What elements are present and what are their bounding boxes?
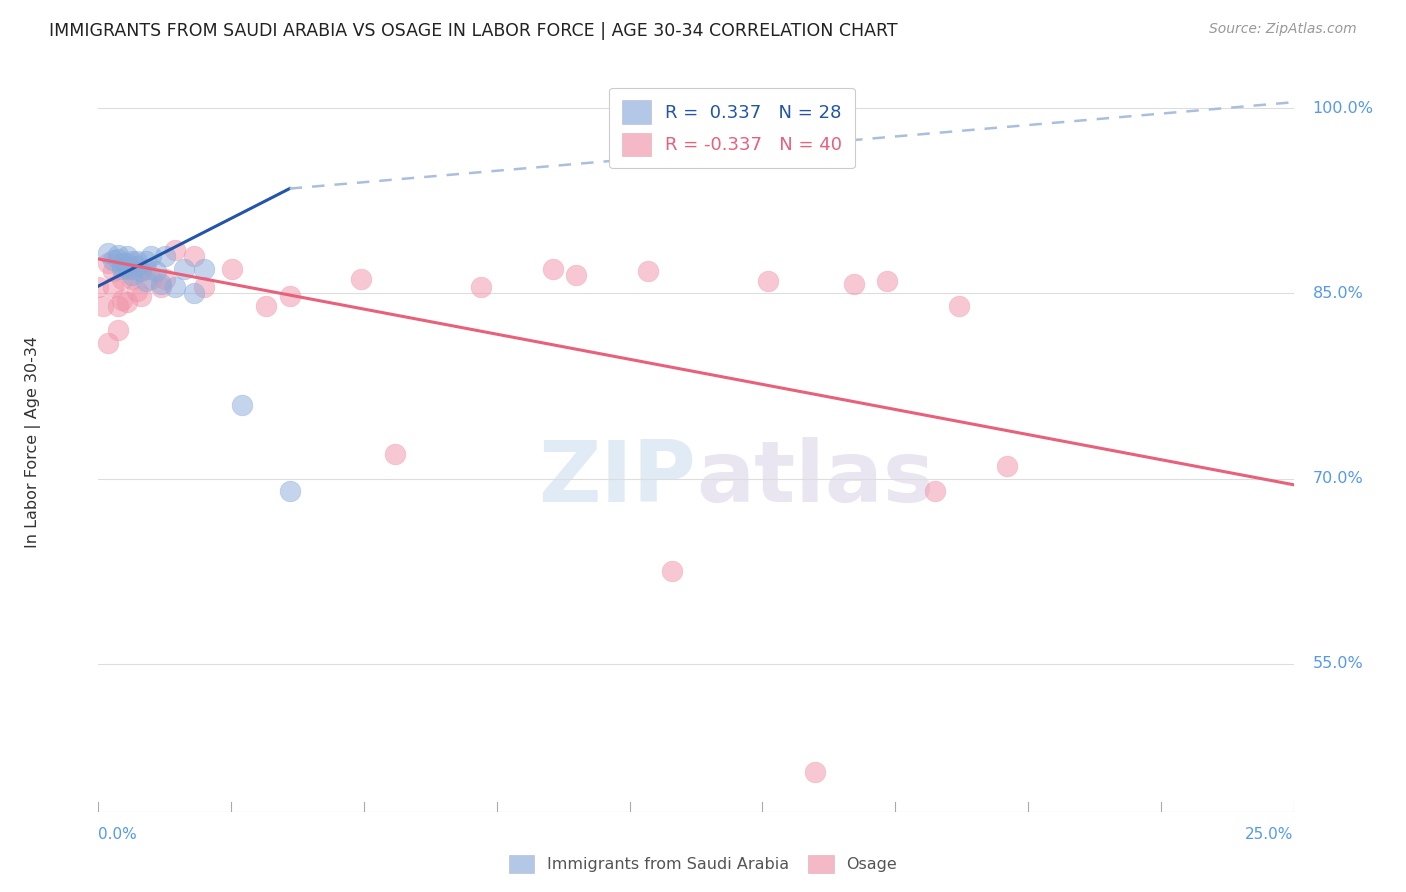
- Legend: R =  0.337   N = 28, R = -0.337   N = 40: R = 0.337 N = 28, R = -0.337 N = 40: [609, 87, 855, 169]
- Point: [97, 335, 120, 350]
- Point: [948, 299, 970, 313]
- Point: [183, 286, 205, 301]
- Point: [541, 261, 564, 276]
- Point: [995, 459, 1018, 474]
- Text: atlas: atlas: [696, 437, 934, 520]
- Text: ZIP: ZIP: [538, 437, 696, 520]
- Point: [756, 274, 779, 288]
- Point: [107, 248, 129, 262]
- Text: IMMIGRANTS FROM SAUDI ARABIA VS OSAGE IN LABOR FORCE | AGE 30-34 CORRELATION CHA: IMMIGRANTS FROM SAUDI ARABIA VS OSAGE IN…: [49, 22, 898, 40]
- Point: [842, 277, 865, 291]
- Point: [115, 260, 138, 274]
- Text: 55.0%: 55.0%: [1313, 657, 1364, 671]
- Point: [661, 564, 683, 578]
- Point: [155, 250, 177, 264]
- Point: [470, 280, 492, 294]
- Text: 0.0%: 0.0%: [98, 827, 138, 841]
- Point: [876, 274, 898, 288]
- Point: [278, 289, 301, 303]
- Point: [254, 299, 277, 313]
- Text: 100.0%: 100.0%: [1313, 101, 1374, 116]
- Point: [131, 289, 153, 303]
- Point: [111, 260, 134, 274]
- Point: [115, 255, 138, 269]
- Point: [278, 483, 301, 498]
- Point: [125, 264, 148, 278]
- Point: [101, 264, 124, 278]
- Text: Source: ZipAtlas.com: Source: ZipAtlas.com: [1209, 22, 1357, 37]
- Point: [115, 250, 138, 264]
- Point: [125, 284, 148, 298]
- Point: [121, 254, 143, 268]
- Point: [149, 280, 172, 294]
- Point: [350, 271, 373, 285]
- Point: [135, 274, 157, 288]
- Point: [149, 277, 172, 291]
- Point: [111, 271, 134, 285]
- Point: [125, 254, 148, 268]
- Text: 85.0%: 85.0%: [1313, 286, 1364, 301]
- Point: [125, 260, 148, 274]
- Point: [115, 261, 138, 276]
- Point: [145, 264, 167, 278]
- Point: [183, 250, 205, 264]
- Point: [87, 280, 110, 294]
- Point: [163, 244, 186, 258]
- Point: [139, 250, 162, 264]
- Point: [565, 268, 588, 282]
- Point: [163, 280, 186, 294]
- Text: 70.0%: 70.0%: [1313, 471, 1364, 486]
- Point: [135, 261, 157, 276]
- Point: [107, 324, 129, 338]
- Point: [107, 299, 129, 313]
- Point: [804, 765, 827, 780]
- Point: [135, 254, 157, 268]
- Text: In Labor Force | Age 30-34: In Labor Force | Age 30-34: [25, 335, 41, 548]
- Point: [111, 255, 134, 269]
- Point: [193, 261, 215, 276]
- Point: [139, 271, 162, 285]
- Point: [111, 293, 134, 307]
- Point: [121, 268, 143, 282]
- Point: [121, 271, 143, 285]
- Point: [91, 299, 114, 313]
- Point: [115, 295, 138, 310]
- Point: [121, 261, 143, 276]
- Point: [231, 398, 253, 412]
- Point: [97, 255, 120, 269]
- Legend: Immigrants from Saudi Arabia, Osage: Immigrants from Saudi Arabia, Osage: [502, 848, 904, 880]
- Point: [107, 252, 129, 266]
- Point: [637, 264, 659, 278]
- Point: [155, 271, 177, 285]
- Point: [384, 447, 406, 461]
- Point: [924, 483, 946, 498]
- Text: 25.0%: 25.0%: [1246, 827, 1294, 841]
- Point: [193, 280, 215, 294]
- Point: [221, 261, 243, 276]
- Point: [101, 253, 124, 268]
- Point: [97, 245, 120, 260]
- Point: [173, 261, 195, 276]
- Point: [101, 280, 124, 294]
- Point: [111, 261, 134, 276]
- Point: [131, 264, 153, 278]
